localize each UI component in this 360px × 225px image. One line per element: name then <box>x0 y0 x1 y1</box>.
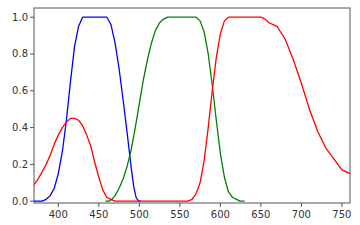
x-tick <box>301 203 302 207</box>
x-tick <box>220 203 221 207</box>
x-tick <box>98 203 99 207</box>
axes: 400 450 500 550 600 650 700 750 0.0 0.2 0.4 0.6 0.8 1… <box>12 8 351 220</box>
x-tick-label: 550 <box>170 209 189 220</box>
x-tick <box>341 203 342 207</box>
y-tick <box>30 127 34 128</box>
series-line <box>105 17 244 201</box>
x-tick-label: 450 <box>89 209 108 220</box>
x-tick-label: 500 <box>130 209 149 220</box>
x-tick-label: 650 <box>251 209 270 220</box>
y-tick-label: 0.6 <box>12 85 28 96</box>
x-tick <box>179 203 180 207</box>
x-tick <box>58 203 59 207</box>
y-tick-label: 1.0 <box>12 12 28 23</box>
series-line <box>34 17 350 201</box>
y-tick-label: 0.0 <box>12 196 28 207</box>
y-tick <box>30 164 34 165</box>
x-tick-label: 400 <box>49 209 68 220</box>
x-tick-label: 700 <box>292 209 311 220</box>
x-tick-label: 750 <box>332 209 351 220</box>
chart: 400 450 500 550 600 650 700 750 0.0 0.2 0.4 0.6 0.8 1… <box>0 0 360 225</box>
y-tick <box>30 17 34 18</box>
plot-area <box>34 8 350 203</box>
y-tick <box>30 201 34 202</box>
lines <box>34 17 350 201</box>
x-tick-label: 600 <box>211 209 230 220</box>
y-tick-label: 0.2 <box>12 159 28 170</box>
y-tick <box>30 90 34 91</box>
y-tick-label: 0.4 <box>12 122 28 133</box>
x-tick <box>139 203 140 207</box>
plot-frame <box>34 8 350 203</box>
y-tick-label: 0.8 <box>12 48 28 59</box>
y-tick <box>30 53 34 54</box>
x-tick <box>260 203 261 207</box>
